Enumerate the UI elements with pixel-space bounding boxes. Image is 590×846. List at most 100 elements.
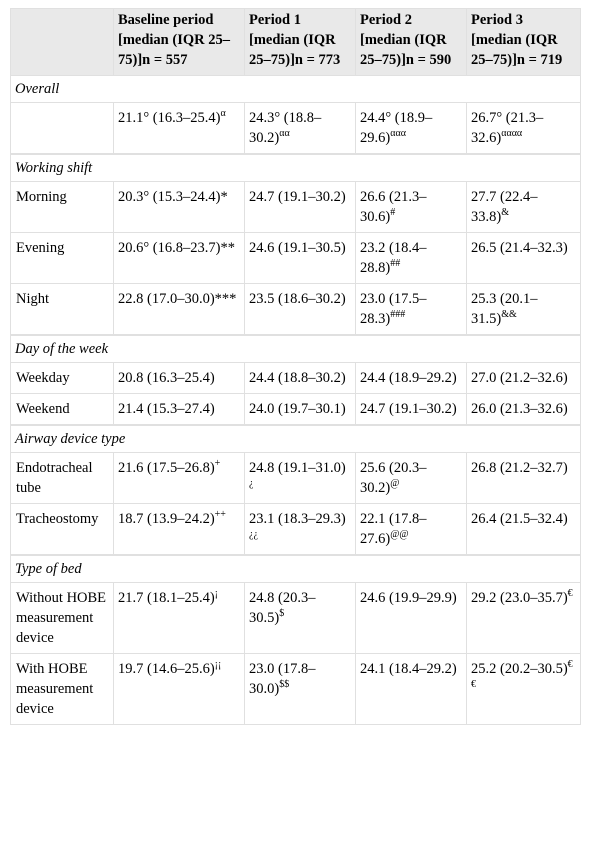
footnote-mark: ¡ <box>214 588 219 600</box>
value-cell: 22.8 (17.0–30.0)*** <box>113 283 245 335</box>
data-row: Morning 20.3° (15.3–24.4)* 24.7 (19.1–30.2… <box>10 181 581 233</box>
sample-size: n = 719 <box>516 52 563 68</box>
header-cell: Period 1 [median (IQR 25–75)]n = 773 <box>244 8 356 76</box>
value-cell: 24.4° (18.9–29.6)ααα <box>355 102 467 154</box>
value-cell: 27.7 (22.4–33.8)& <box>466 181 581 233</box>
section-title: Overall <box>10 75 581 103</box>
row-label: Weekend <box>10 393 114 425</box>
footnote-mark: αααα <box>501 128 523 140</box>
data-row: Evening 20.6° (16.8–23.7)** 24.6 (19.1–30.… <box>10 232 581 284</box>
footnote-mark: # <box>390 207 396 219</box>
value-text: 24.0 (19.7–30.1) <box>249 401 346 417</box>
value-cell: 20.8 (16.3–25.4) <box>113 362 245 394</box>
value-text: 26.7° (21.3–32.6) <box>471 110 544 146</box>
value-cell: 26.4 (21.5–32.4) <box>466 503 581 555</box>
value-cell: 24.7 (19.1–30.2) <box>355 393 467 425</box>
footnote-mark: $$ <box>279 679 290 691</box>
footnote-mark: && <box>501 309 517 321</box>
value-text: 24.8 (20.3–30.5) <box>249 590 316 626</box>
row-label <box>10 102 114 154</box>
value-text: 24.4 (18.8–30.2) <box>249 370 346 386</box>
sample-size: n = 773 <box>294 52 341 68</box>
value-cell: 20.6° (16.8–23.7)** <box>113 232 245 284</box>
value-cell: 21.1° (16.3–25.4)α <box>113 102 245 154</box>
value-cell: 23.5 (18.6–30.2) <box>244 283 356 335</box>
value-text: 23.0 (17.8–30.0) <box>249 661 316 697</box>
value-text: 19.7 (14.6–25.6) <box>118 661 215 677</box>
value-cell: 24.4 (18.8–30.2) <box>244 362 356 394</box>
value-cell: 24.8 (20.3–30.5)$ <box>244 582 356 654</box>
footnote-mark: ¡¡ <box>214 659 222 671</box>
section-title: Type of bed <box>10 555 581 583</box>
header-cell: Period 3 [median (IQR 25–75)]n = 719 <box>466 8 581 76</box>
footnote-mark: & <box>501 207 509 219</box>
footnote-mark: ### <box>390 309 406 321</box>
column-title: Period 2 [median (IQR 25–75)] <box>360 12 447 68</box>
row-label: Night <box>10 283 114 335</box>
header-row: Baseline period [median (IQR 25–75)] n = … <box>10 8 581 76</box>
footnote-mark: + <box>214 458 221 470</box>
value-cell: 25.6 (20.3–30.2)@ <box>355 452 467 504</box>
footnote-mark: ααα <box>390 128 406 140</box>
footnote-mark: αα <box>279 128 290 140</box>
sample-size: n = 590 <box>405 52 452 68</box>
value-text: 21.6 (17.5–26.8) <box>118 460 215 476</box>
header-cell: Period 2 [median (IQR 25–75)]n = 590 <box>355 8 467 76</box>
value-text: 24.1 (18.4–29.2) <box>360 661 457 677</box>
value-cell: 23.1 (18.3–29.3) ¿¿ <box>244 503 356 555</box>
row-label: Evening <box>10 232 114 284</box>
row-label: Weekday <box>10 362 114 394</box>
value-cell: 20.3° (15.3–24.4)* <box>113 181 245 233</box>
data-row: With HOBE measurement device 19.7 (14.6–2… <box>10 653 581 725</box>
value-text: 20.3° (15.3–24.4)* <box>118 189 228 205</box>
section-row: Overall <box>10 75 581 103</box>
section-row: Day of the week <box>10 335 581 363</box>
footnote-mark: $ <box>279 608 285 620</box>
row-label: Tracheostomy <box>10 503 114 555</box>
data-row: Endotracheal tube 21.6 (17.5–26.8)+ 24.8 (… <box>10 452 581 504</box>
row-label: With HOBE measurement device <box>10 653 114 725</box>
value-text: 27.0 (21.2–32.6) <box>471 370 568 386</box>
row-label: Without HOBE measurement device <box>10 582 114 654</box>
value-cell: 25.3 (20.1–31.5)&& <box>466 283 581 335</box>
value-text: 24.4 (18.9–29.2) <box>360 370 457 386</box>
row-label: Morning <box>10 181 114 233</box>
value-text: 24.3° (18.8–30.2) <box>249 110 322 146</box>
value-text: 22.1 (17.8–27.6) <box>360 511 427 547</box>
value-text: 18.7 (13.9–24.2) <box>118 511 215 527</box>
value-cell: 19.7 (14.6–25.6)¡¡ <box>113 653 245 725</box>
value-cell: 25.2 (20.2–30.5)€€ <box>466 653 581 725</box>
value-cell: 24.7 (19.1–30.2) <box>244 181 356 233</box>
footnote-mark: ¿¿ <box>249 529 258 541</box>
footnote-mark: €€ <box>471 659 573 691</box>
value-cell: 21.4 (15.3–27.4) <box>113 393 245 425</box>
section-title: Day of the week <box>10 335 581 363</box>
value-text: 27.7 (22.4–33.8) <box>471 189 538 225</box>
value-text: 29.2 (23.0–35.7) <box>471 590 568 606</box>
value-cell: 21.6 (17.5–26.8)+ <box>113 452 245 504</box>
data-row: Weekend 21.4 (15.3–27.4) 24.0 (19.7–30.1) 2… <box>10 393 581 425</box>
section-row: Working shift <box>10 154 581 182</box>
value-text: 21.7 (18.1–25.4) <box>118 590 215 606</box>
section-title: Working shift <box>10 154 581 182</box>
footnote-mark: € <box>567 588 573 600</box>
value-text: 20.8 (16.3–25.4) <box>118 370 215 386</box>
value-cell: 24.6 (19.9–29.9) <box>355 582 467 654</box>
value-cell: 18.7 (13.9–24.2)++ <box>113 503 245 555</box>
column-title: Baseline period [median (IQR 25–75)] <box>118 12 230 68</box>
value-cell: 26.0 (21.3–32.6) <box>466 393 581 425</box>
value-text: 23.2 (18.4–28.8) <box>360 240 427 276</box>
value-cell: 26.6 (21.3–30.6)# <box>355 181 467 233</box>
value-cell: 21.7 (18.1–25.4)¡ <box>113 582 245 654</box>
value-cell: 26.7° (21.3–32.6)αααα <box>466 102 581 154</box>
header-cell: Baseline period [median (IQR 25–75)]n = … <box>113 8 245 76</box>
value-text: 23.1 (18.3–29.3) <box>249 511 346 527</box>
value-cell: 24.4 (18.9–29.2) <box>355 362 467 394</box>
section-row: Airway device type <box>10 425 581 453</box>
value-cell: 27.0 (21.2–32.6) <box>466 362 581 394</box>
value-text: 20.6° (16.8–23.7)** <box>118 240 235 256</box>
data-row: Night 22.8 (17.0–30.0)*** 23.5 (18.6–30.2)… <box>10 283 581 335</box>
footnote-mark: ++ <box>214 509 226 521</box>
value-cell: 24.3° (18.8–30.2)αα <box>244 102 356 154</box>
data-row: Without HOBE measurement device 21.7 (18.… <box>10 582 581 654</box>
